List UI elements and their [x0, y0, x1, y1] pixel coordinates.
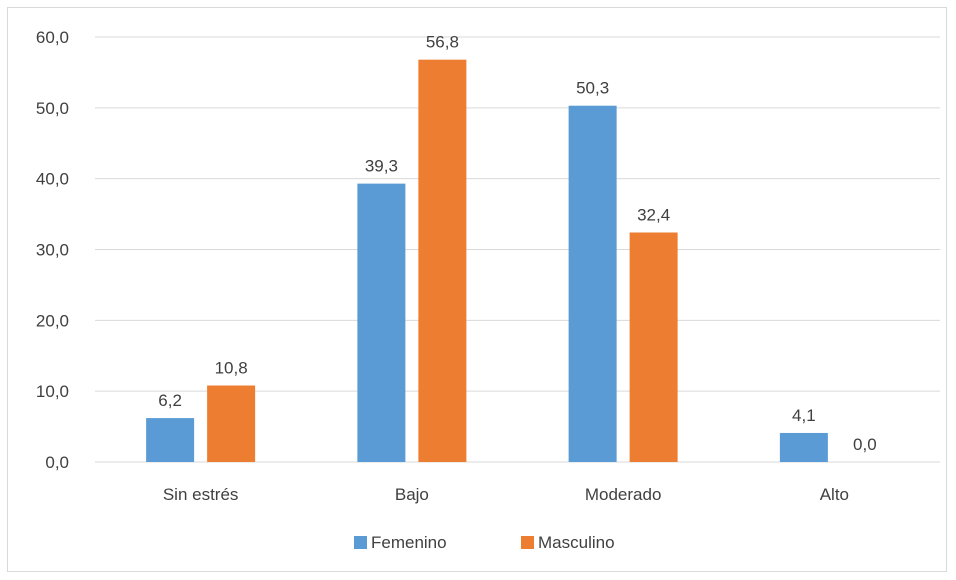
y-tick-label: 30,0 [36, 241, 69, 260]
y-tick-label: 60,0 [36, 28, 69, 47]
bar-femenino-0 [146, 418, 195, 462]
bar-femenino-3 [779, 432, 828, 462]
category-label: Alto [820, 485, 849, 504]
bar-masculino-2 [629, 232, 678, 462]
bars [146, 59, 828, 463]
data-label: 4,1 [792, 406, 816, 425]
data-label: 39,3 [365, 157, 398, 176]
category-label: Sin estrés [163, 485, 239, 504]
data-label: 56,8 [426, 33, 459, 52]
data-label: 10,8 [215, 359, 248, 378]
y-tick-label: 10,0 [36, 382, 69, 401]
y-tick-label: 50,0 [36, 99, 69, 118]
y-tick-label: 20,0 [36, 311, 69, 330]
bar-femenino-2 [568, 105, 617, 462]
data-labels: 6,2 10,8 39,3 56,8 50,3 32,4 4,1 0,0 [158, 33, 876, 454]
legend-swatch-masculino [521, 536, 534, 549]
legend-label-masculino: Masculino [538, 533, 615, 552]
data-label: 32,4 [637, 206, 670, 225]
x-axis-categories: Sin estrés Bajo Moderado Alto [163, 485, 849, 504]
bar-chart: 0,0 10,0 20,0 30,0 40,0 50,0 60,0 6,2 10,8 39,3 5… [36, 28, 940, 552]
legend: Femenino Masculino [354, 533, 615, 552]
y-axis-ticks: 0,0 10,0 20,0 30,0 40,0 50,0 60,0 [36, 28, 69, 472]
data-label: 6,2 [158, 391, 182, 410]
data-label: 50,3 [576, 79, 609, 98]
legend-swatch-femenino [354, 536, 367, 549]
category-label: Moderado [585, 485, 662, 504]
chart-frame: 0,0 10,0 20,0 30,0 40,0 50,0 60,0 6,2 10,8 39,3 5… [7, 7, 947, 572]
y-tick-label: 40,0 [36, 170, 69, 189]
bar-femenino-1 [357, 183, 406, 462]
bar-masculino-0 [207, 385, 256, 462]
y-tick-label: 0,0 [45, 453, 69, 472]
category-label: Bajo [395, 485, 429, 504]
data-label: 0,0 [853, 435, 877, 454]
bar-masculino-1 [418, 59, 467, 463]
legend-label-femenino: Femenino [371, 533, 447, 552]
